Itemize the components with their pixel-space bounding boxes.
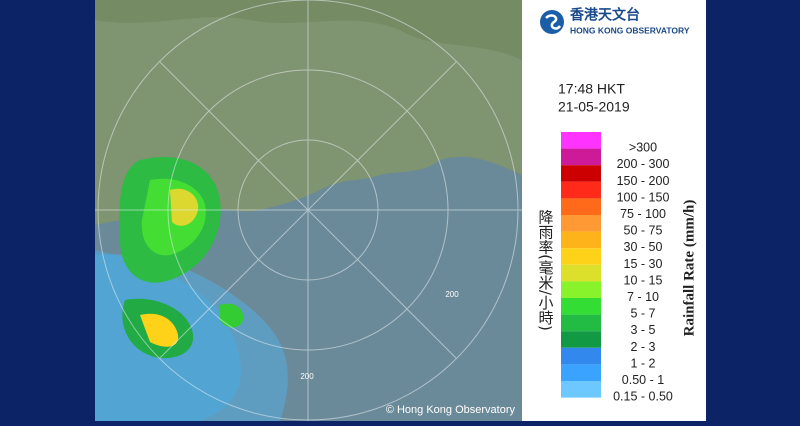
legend-swatch xyxy=(561,364,601,381)
legend-title-chinese: 降雨率(毫米/小時) xyxy=(537,209,555,331)
legend-swatch xyxy=(561,248,601,265)
legend-label: 2 - 3 xyxy=(630,340,655,354)
legend-title-english: Rainfall Rate (mm/h) xyxy=(681,200,697,337)
copyright: © Hong Kong Observatory xyxy=(386,404,516,416)
legend-label: 0.50 - 1 xyxy=(622,373,664,387)
time: 17:48 HKT xyxy=(558,81,625,97)
legend-label: 5 - 7 xyxy=(630,307,655,321)
ring-label: 200 xyxy=(445,290,459,299)
legend-swatch xyxy=(561,215,601,232)
logo-english: HONG KONG OBSERVATORY xyxy=(570,25,690,35)
legend-panel xyxy=(522,0,706,421)
ring-label: 200 xyxy=(300,372,314,381)
legend-swatch xyxy=(561,132,601,149)
legend-swatch xyxy=(561,231,601,249)
legend-label: 1 - 2 xyxy=(630,356,655,370)
logo-chinese: 香港天文台 xyxy=(569,7,640,23)
legend-swatch xyxy=(561,281,601,298)
logo-icon xyxy=(540,10,564,34)
legend-label: 50 - 75 xyxy=(624,224,663,238)
legend-swatch xyxy=(561,165,601,182)
legend-swatch xyxy=(561,148,601,166)
legend-label: 75 - 100 xyxy=(620,207,666,221)
legend-label: 15 - 30 xyxy=(624,257,663,271)
legend: >300 200 - 300 150 - 200 100 - 150 75 - 100 5… xyxy=(561,132,673,404)
legend-swatch xyxy=(561,331,601,348)
legend-label: 7 - 10 xyxy=(627,290,659,304)
legend-label: 30 - 50 xyxy=(624,240,663,254)
legend-label: 150 - 200 xyxy=(617,174,670,188)
legend-label: >300 xyxy=(629,141,657,155)
legend-label: 3 - 5 xyxy=(630,323,655,337)
legend-label: 0.15 - 0.50 xyxy=(613,390,673,404)
legend-label: 10 - 15 xyxy=(624,273,663,287)
legend-swatch xyxy=(561,198,601,215)
legend-swatch xyxy=(561,298,601,315)
legend-swatch xyxy=(561,381,601,398)
legend-swatch xyxy=(561,264,601,282)
radar-map: 200 200 © Hong Kong Observatory xyxy=(95,0,522,421)
legend-swatch xyxy=(561,347,601,365)
legend-label: 200 - 300 xyxy=(617,157,670,171)
legend-label: 100 - 150 xyxy=(617,190,670,204)
legend-swatch xyxy=(561,314,601,332)
legend-swatch xyxy=(561,181,601,199)
date: 21-05-2019 xyxy=(558,99,630,115)
